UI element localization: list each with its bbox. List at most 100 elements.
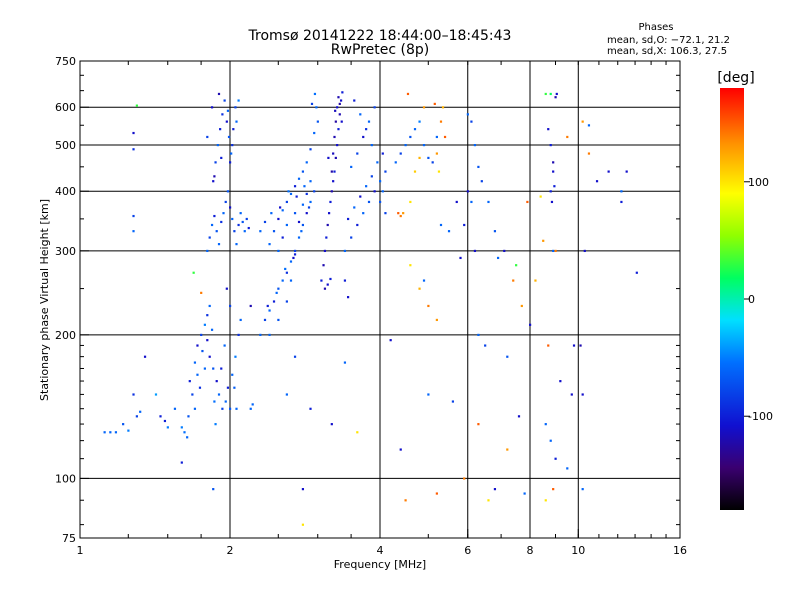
data-point <box>384 170 387 173</box>
data-point <box>370 175 373 178</box>
data-point <box>210 223 214 227</box>
data-point <box>277 217 280 221</box>
data-point <box>251 403 254 406</box>
data-point <box>231 143 234 147</box>
data-point <box>285 223 288 227</box>
data-point <box>356 152 359 155</box>
data-point <box>132 230 135 233</box>
data-point <box>402 212 405 215</box>
data-point <box>180 426 183 429</box>
data-point <box>313 92 317 96</box>
data-point <box>422 106 426 109</box>
data-point <box>114 431 118 434</box>
data-point <box>233 230 236 233</box>
data-point <box>210 328 214 331</box>
data-point <box>229 407 232 410</box>
data-point <box>346 296 350 299</box>
data-point <box>122 423 125 426</box>
data-point <box>109 431 112 434</box>
data-point <box>313 190 316 193</box>
data-point <box>215 230 218 233</box>
data-point <box>303 185 306 188</box>
data-point <box>404 143 407 147</box>
data-point <box>229 206 232 209</box>
data-point <box>493 230 497 233</box>
x-axis: 1 2 4 6 8 10 16 <box>77 61 687 557</box>
data-point <box>132 393 135 396</box>
data-point <box>581 120 584 123</box>
data-point <box>326 223 329 227</box>
data-point <box>259 230 262 233</box>
data-point <box>224 200 227 204</box>
data-point <box>270 212 273 215</box>
stats-line-o: mean, sd,O: −72.1, 21.2 <box>607 35 730 46</box>
data-point <box>235 120 238 123</box>
data-point <box>277 318 280 322</box>
data-point <box>214 423 217 426</box>
y-tick-label: 400 <box>55 185 76 198</box>
data-point <box>235 407 238 410</box>
data-point <box>263 220 267 224</box>
data-point <box>549 143 552 147</box>
data-point <box>322 264 325 267</box>
data-point <box>581 488 584 491</box>
data-point <box>217 243 221 246</box>
data-point <box>206 249 209 253</box>
data-point <box>332 180 335 183</box>
data-point <box>587 152 591 155</box>
data-point <box>581 393 584 396</box>
data-point <box>572 344 576 347</box>
data-point <box>183 431 186 434</box>
data-point <box>237 99 240 102</box>
data-point <box>285 393 288 396</box>
data-point <box>477 165 480 169</box>
data-point <box>550 200 554 204</box>
data-point <box>534 279 537 282</box>
data-point <box>346 217 350 221</box>
grid-lines <box>80 61 680 538</box>
data-point <box>441 106 445 109</box>
data-point <box>188 380 191 383</box>
x-tick-label: 10 <box>571 544 585 557</box>
data-point <box>339 99 343 102</box>
data-point <box>333 170 336 173</box>
data-point <box>213 400 216 403</box>
data-point <box>272 300 276 303</box>
data-point <box>332 152 335 155</box>
data-point <box>297 177 301 180</box>
data-point <box>394 161 397 164</box>
data-point <box>340 120 343 123</box>
data-point <box>512 279 515 282</box>
data-point <box>295 195 298 198</box>
data-point <box>397 212 400 215</box>
data-point <box>487 499 490 502</box>
data-point <box>315 106 318 109</box>
data-point <box>289 192 293 196</box>
data-point <box>399 152 402 155</box>
data-point <box>343 249 347 253</box>
data-point <box>325 236 328 239</box>
data-point <box>422 143 426 147</box>
data-point <box>208 236 211 239</box>
data-point <box>320 279 323 282</box>
data-point <box>226 190 230 193</box>
data-point <box>220 156 223 160</box>
data-point <box>229 304 232 308</box>
data-point <box>326 283 329 286</box>
data-point <box>466 190 469 193</box>
data-point <box>587 124 591 127</box>
data-point <box>433 102 436 106</box>
data-point <box>635 271 638 274</box>
data-point <box>337 96 340 99</box>
data-point <box>221 113 224 116</box>
data-point <box>226 386 230 389</box>
data-point <box>620 200 623 204</box>
data-point <box>300 230 303 233</box>
data-point <box>103 431 106 434</box>
data-point <box>301 203 305 206</box>
data-point <box>233 386 236 389</box>
data-point <box>231 373 234 376</box>
data-point <box>214 161 217 164</box>
data-point <box>330 170 333 173</box>
data-point <box>310 102 314 106</box>
